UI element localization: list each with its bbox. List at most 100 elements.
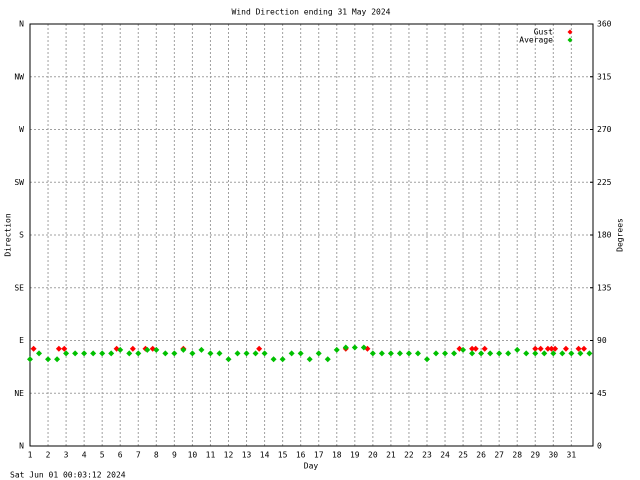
point	[27, 356, 33, 363]
x-tick-label: 10	[188, 451, 198, 460]
y-tick-label: NE	[14, 389, 24, 398]
point	[423, 356, 430, 363]
point	[378, 350, 385, 357]
x-tick-label: 22	[404, 451, 414, 460]
x-tick-label: 11	[206, 451, 216, 460]
point	[442, 350, 449, 357]
y2-tick-label: 225	[597, 178, 612, 187]
point	[451, 350, 458, 357]
point	[333, 346, 340, 353]
y2-axis-label: Degrees	[616, 218, 625, 252]
point	[171, 350, 178, 357]
point	[189, 350, 196, 357]
legend-marker	[567, 29, 573, 35]
x-tick-label: 9	[172, 451, 177, 460]
y-tick-label: W	[19, 125, 24, 134]
y-tick-label: SW	[14, 178, 24, 187]
point	[36, 350, 43, 357]
point	[575, 345, 582, 352]
point	[478, 350, 485, 357]
x-tick-label: 12	[224, 451, 234, 460]
point	[135, 350, 142, 357]
point	[496, 350, 503, 357]
x-axis-label: Day	[304, 462, 319, 471]
point	[81, 350, 88, 357]
point	[315, 350, 322, 357]
point	[532, 345, 539, 352]
point	[216, 350, 223, 357]
point	[243, 350, 250, 357]
x-tick-label: 15	[278, 451, 288, 460]
point	[505, 350, 512, 357]
point	[72, 350, 79, 357]
x-tick-label: 19	[350, 451, 360, 460]
x-tick-label: 26	[476, 451, 486, 460]
point	[537, 345, 544, 352]
point	[207, 350, 214, 357]
point	[225, 356, 232, 363]
point	[580, 345, 587, 352]
point	[469, 350, 476, 357]
y-tick-label: SE	[14, 283, 24, 292]
x-tick-label: 20	[368, 451, 378, 460]
x-tick-label: 8	[154, 451, 159, 460]
y-tick-label: E	[19, 336, 24, 345]
y2-tick-label: 360	[597, 20, 612, 29]
legend-marker	[567, 37, 573, 43]
point	[297, 350, 304, 357]
x-tick-label: 14	[260, 451, 270, 460]
x-tick-label: 28	[512, 451, 522, 460]
point	[256, 345, 263, 352]
point	[234, 350, 241, 357]
y2-tick-label: 45	[597, 389, 607, 398]
point	[351, 344, 358, 351]
x-tick-label: 5	[100, 451, 105, 460]
x-tick-label: 3	[64, 451, 69, 460]
footer: Sat Jun 01 00:03:12 2024	[10, 471, 126, 480]
point	[460, 346, 467, 353]
x-tick-label: 4	[82, 451, 87, 460]
y2-tick-label: 0	[597, 442, 602, 451]
x-tick-label: 2	[46, 451, 51, 460]
point	[45, 356, 52, 363]
point	[99, 350, 106, 357]
point	[90, 350, 97, 357]
point	[487, 350, 494, 357]
x-tick-label: 31	[567, 451, 577, 460]
x-tick-label: 29	[530, 451, 540, 460]
point	[30, 345, 37, 352]
point	[396, 350, 403, 357]
legend-label: Average	[519, 36, 553, 45]
legend-label: Gust	[534, 28, 553, 37]
point	[523, 350, 530, 357]
point	[54, 356, 61, 363]
point	[288, 350, 295, 357]
y2-tick-label: 180	[597, 231, 612, 240]
point	[279, 356, 286, 363]
point	[55, 345, 62, 352]
x-tick-label: 30	[548, 451, 558, 460]
y2-tick-label: 135	[597, 283, 612, 292]
point	[342, 344, 349, 351]
chart-title: Wind Direction ending 31 May 2024	[232, 8, 391, 17]
point	[577, 350, 584, 357]
point	[548, 345, 555, 352]
point	[126, 350, 133, 357]
point	[261, 350, 268, 357]
point	[405, 350, 412, 357]
point	[550, 350, 557, 357]
x-tick-label: 24	[440, 451, 450, 460]
point	[387, 350, 394, 357]
point	[324, 356, 331, 363]
y-tick-label: N	[19, 442, 24, 451]
point	[162, 350, 169, 357]
point	[270, 356, 277, 363]
point	[481, 345, 488, 352]
point	[433, 350, 440, 357]
x-tick-label: 17	[314, 451, 324, 460]
point	[552, 345, 559, 352]
y-tick-label: N	[19, 20, 24, 29]
x-tick-label: 1	[28, 451, 33, 460]
y-tick-label: NW	[14, 72, 24, 81]
